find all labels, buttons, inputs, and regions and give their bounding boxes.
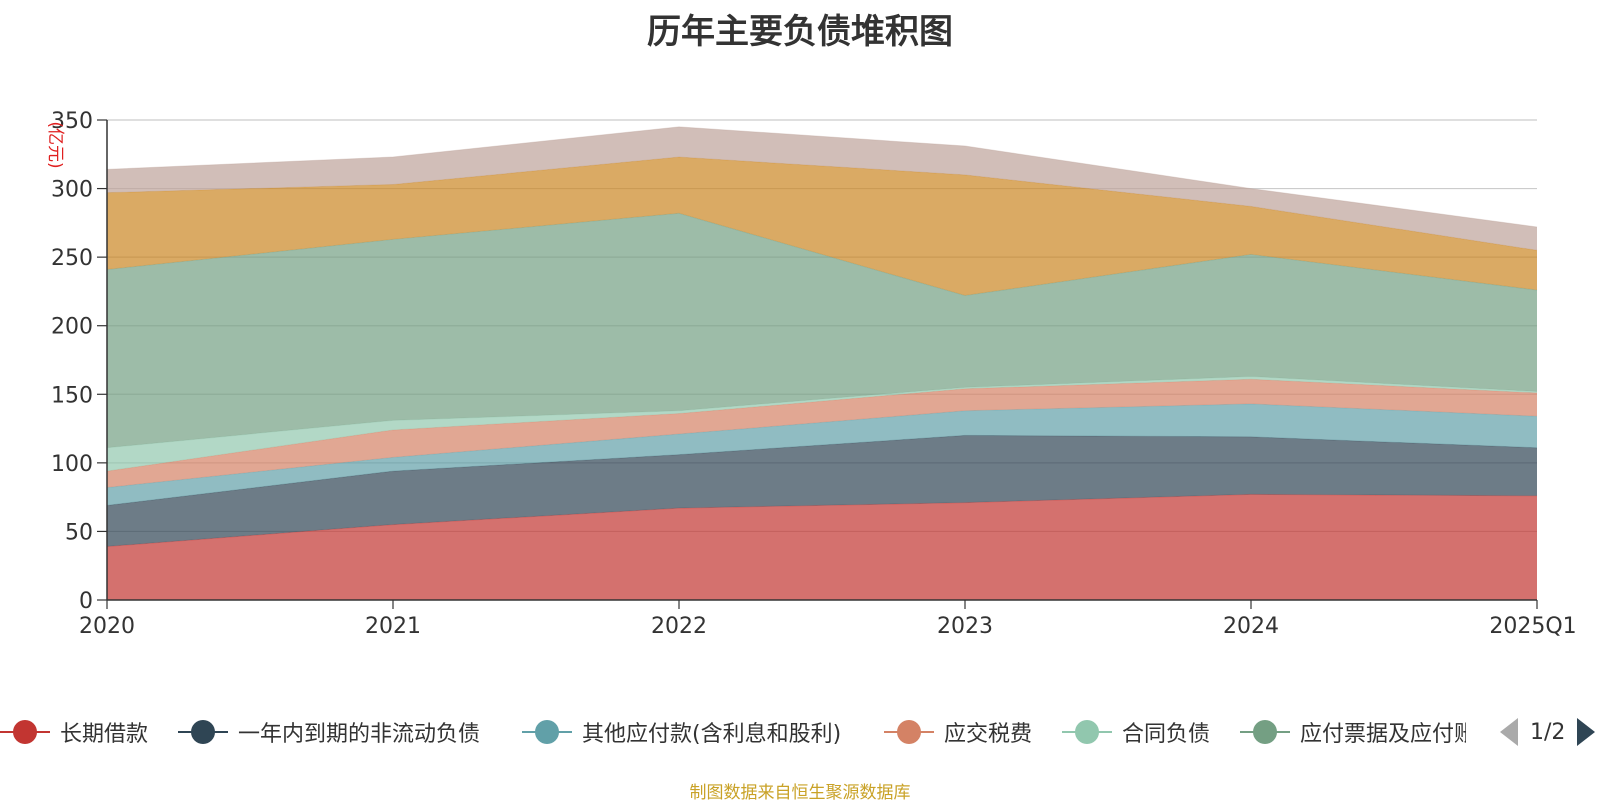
legend-label: 其他应付款(含利息和股利) [582, 722, 842, 747]
y-tick-label: 100 [51, 452, 93, 477]
x-tick-label: 2023 [937, 614, 993, 639]
legend-label: 应交税费 [944, 722, 1033, 747]
x-tick-label: 2024 [1223, 614, 1279, 639]
source-note: 制图数据来自恒生聚源数据库 [689, 783, 911, 803]
legend-item[interactable]: 其他应付款(含利息和股利) [522, 712, 841, 752]
legend-label: 长期借款 [60, 722, 149, 747]
area-series-其他[interactable] [107, 126, 1537, 251]
legend-item[interactable]: 一年内到期的非流动负债 [178, 712, 480, 752]
area-series-短期借款[interactable] [107, 157, 1537, 296]
chart-title: 历年主要负债堆积图 [647, 12, 953, 52]
legend-item[interactable]: 应交税费 [884, 712, 1032, 752]
area-series-一年内到期的非流动负债[interactable] [107, 435, 1537, 547]
x-tick-label: 2021 [365, 614, 421, 639]
legend-item[interactable]: 应付票据及应付账款 [1240, 712, 1466, 752]
legend-next-page-icon[interactable] [1577, 718, 1596, 746]
y-tick-label: 0 [79, 589, 93, 614]
legend-label: 一年内到期的非流动负债 [238, 722, 481, 747]
legend-item[interactable]: 长期借款 [0, 712, 148, 752]
y-tick-label: 150 [51, 383, 93, 408]
area-series-应付票据及应付账款[interactable] [107, 213, 1537, 448]
y-tick-label: 350 [51, 109, 93, 134]
area-series-应交税费[interactable] [107, 379, 1537, 488]
x-tick-label: 2022 [651, 614, 707, 639]
legend-marker-icon [0, 719, 50, 745]
legend-prev-page-icon[interactable] [1500, 718, 1518, 746]
y-tick-label: 250 [51, 246, 93, 271]
y-tick-label: 200 [51, 315, 93, 340]
legend-item[interactable]: 合同负债 [1062, 712, 1210, 752]
legend-label: 应付票据及应付账款 [1300, 722, 1466, 747]
legend-marker-icon [522, 719, 572, 745]
legend-marker-icon [1062, 719, 1112, 745]
legend-marker-icon [178, 719, 228, 745]
x-tick-label: 2020 [79, 614, 135, 639]
axes: 0 50 100 150 200 250 300 350 2020 2021 2022 2023 202… [51, 109, 1577, 639]
legend-marker-icon [1240, 719, 1290, 745]
area-series-合同负债[interactable] [107, 376, 1537, 472]
x-tick-label: 2025Q1 [1489, 614, 1576, 639]
series-line-其他 [106, 126, 1538, 228]
legend: 长期借款 一年内到期的非流动负债 其他应付款(含利息和股利) 应交税费 合同负债 应付票据… [0, 712, 1600, 752]
legend-label: 合同负债 [1122, 722, 1211, 747]
area-series-其他应付款(含利息和股利)[interactable] [107, 403, 1537, 506]
y-axis-unit-label: (亿元) [45, 121, 65, 168]
legend-page-indicator: 1/2 [1530, 719, 1566, 745]
area-series [106, 126, 1538, 600]
legend-items: 长期借款 一年内到期的非流动负债 其他应付款(含利息和股利) 应交税费 合同负债 应付票据… [0, 712, 1466, 752]
legend-pager: 1/2 [1500, 712, 1596, 752]
area-series-长期借款[interactable] [107, 494, 1537, 600]
legend-marker-icon [884, 719, 934, 745]
y-tick-label: 300 [51, 178, 93, 203]
y-tick-label: 50 [65, 520, 93, 545]
